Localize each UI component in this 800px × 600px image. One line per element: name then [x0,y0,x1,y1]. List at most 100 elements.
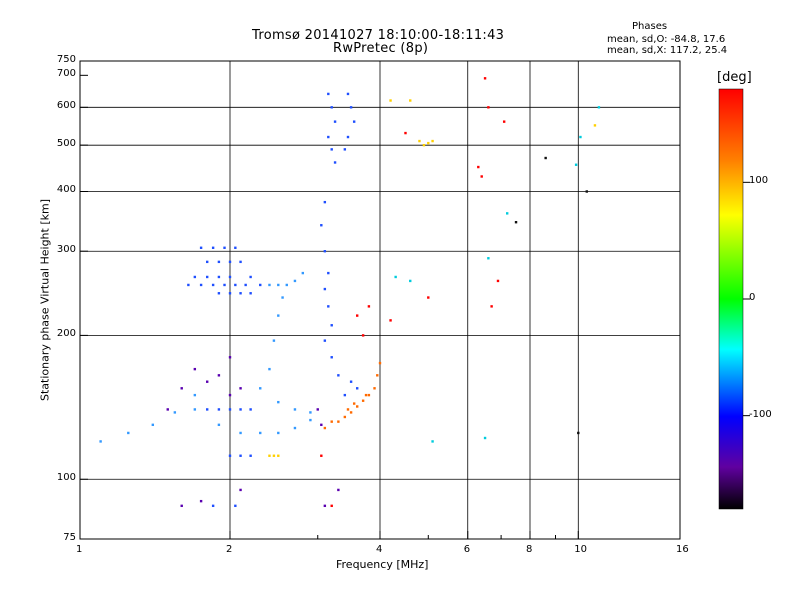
data-point [389,99,392,102]
data-point [320,454,323,457]
data-point [239,292,242,295]
data-point [205,408,209,411]
data-point [323,200,327,204]
y-tick-label: 500 [56,138,76,150]
data-point [346,135,350,139]
data-point [99,440,102,443]
x-tick-label: 1 [76,544,83,555]
data-point [277,431,280,435]
data-point [217,260,221,264]
data-point [337,420,340,423]
data-point [239,488,242,492]
data-point [281,296,284,299]
data-point [343,393,347,397]
data-points [99,77,601,508]
data-point [211,283,215,287]
data-point [151,423,155,427]
data-point [234,283,237,287]
data-point [205,260,209,264]
data-point [277,314,280,317]
data-point [327,92,330,96]
data-point [544,156,547,160]
data-point [585,190,588,193]
data-point [330,106,333,109]
data-point [268,367,271,371]
chart-title: Tromsø 20141027 18:10:00-18:11:43 [252,28,505,43]
data-point [323,250,327,253]
data-point [337,374,340,377]
x-tick-label: 10 [574,544,588,555]
data-point [352,402,356,405]
colorbar-tick-label: 100 [749,175,769,187]
data-point [487,257,490,260]
chart-subtitle: RwPretec (8p) [333,41,429,56]
data-point [361,334,365,337]
data-point [505,212,509,215]
data-point [193,367,197,371]
data-point [355,405,359,408]
data-point [193,408,197,411]
data-point [228,356,232,359]
y-tick-label: 600 [56,100,76,112]
data-point [327,271,330,275]
data-point [593,124,597,127]
data-point [323,339,327,342]
data-point [217,423,221,427]
data-point [514,221,518,224]
data-point [361,399,365,402]
x-axis-label: Frequency [MHz] [336,558,429,571]
data-point [394,275,397,279]
data-point [234,246,237,249]
data-point [239,260,242,264]
axis-ticks [79,60,681,540]
data-point [355,314,359,317]
data-point [228,393,232,397]
data-point [293,279,297,283]
data-point [249,408,252,411]
colorbar-ticks [743,181,750,417]
data-point [502,120,506,123]
data-point [205,275,209,279]
data-point [364,393,368,397]
grid-lines [80,61,680,539]
data-point [272,339,276,342]
data-point [249,275,252,279]
data-point [239,408,242,411]
data-point [285,283,288,287]
data-point [180,504,183,508]
data-point [301,271,305,275]
legend-title: Phases [632,21,668,32]
y-tick-label: 300 [56,244,76,256]
data-point [259,283,262,287]
data-point [199,499,203,503]
y-axis-label: Stationary phase Virtual Height [km] [38,198,52,402]
x-tick-label: 8 [526,544,533,555]
data-point [293,426,297,430]
data-point [193,275,197,279]
data-point [346,408,350,411]
colorbar-tick-label: 0 [749,292,756,303]
y-tick-label: 750 [56,54,76,65]
data-point [277,454,280,457]
data-point [199,246,203,249]
data-point [234,504,237,508]
data-point [211,504,215,508]
data-point [166,408,169,411]
data-point [268,283,271,287]
x-tick-label: 4 [376,544,383,555]
data-point [217,275,221,279]
data-point [211,246,215,249]
data-point [346,92,350,96]
data-point [389,319,392,322]
colorbar-tick-label: -100 [749,408,772,420]
data-point [316,408,319,411]
data-point [367,393,371,397]
data-point [277,283,280,287]
data-point [337,488,340,492]
colorbar-label: [deg] [717,70,752,85]
data-point [127,431,130,435]
data-point [217,408,221,411]
data-point [579,135,582,139]
data-point [333,161,337,164]
data-point [323,504,327,508]
